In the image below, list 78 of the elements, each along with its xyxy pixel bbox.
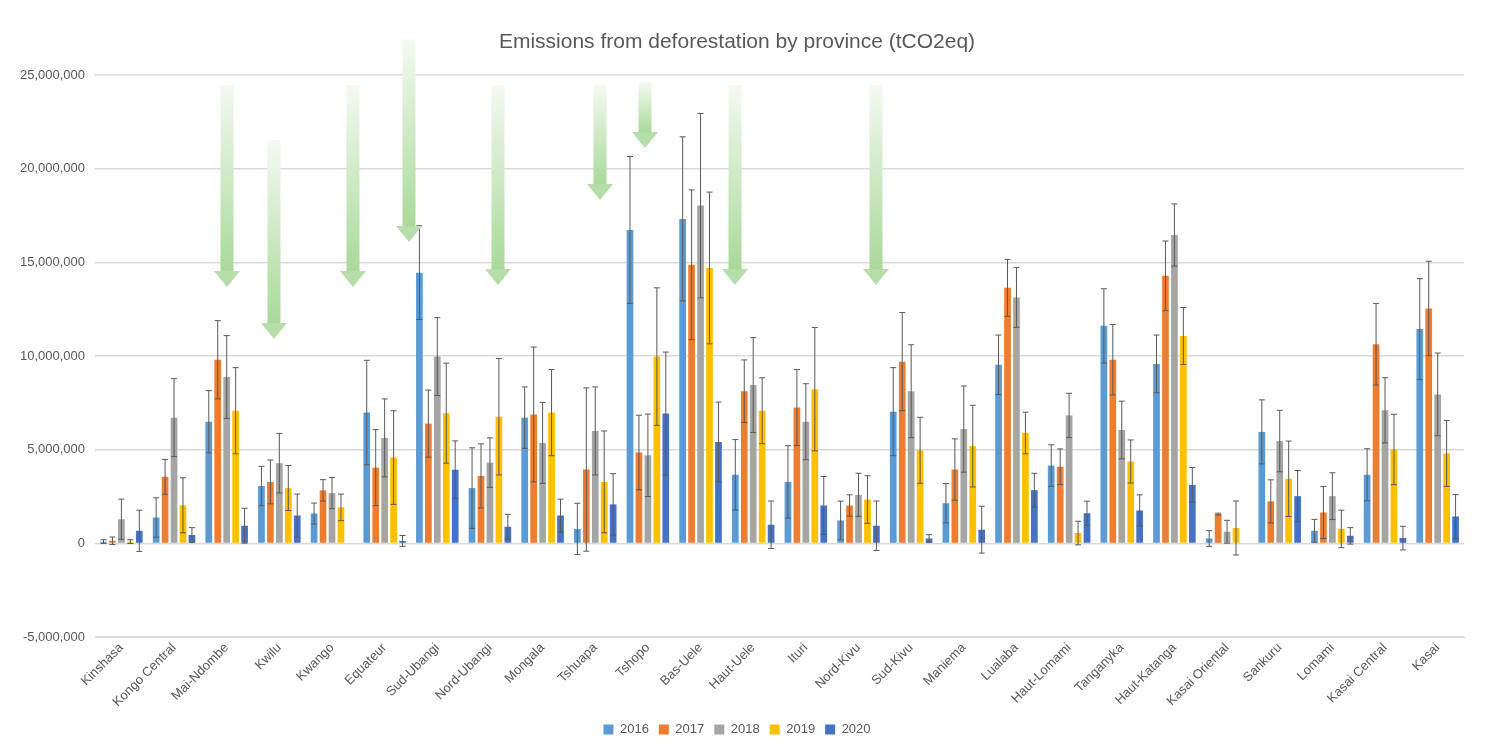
bar: [1171, 235, 1178, 543]
bar: [591, 430, 599, 543]
bar: [1276, 441, 1284, 543]
bar: [1425, 308, 1433, 543]
bar: [697, 205, 704, 543]
bar: [1022, 433, 1029, 543]
chart-title: Emissions from deforestation by province (tCO2eq): [498, 29, 976, 53]
bar: [1127, 461, 1135, 543]
bar: [679, 218, 687, 543]
bar: [1013, 297, 1020, 543]
bar: [1056, 466, 1064, 543]
bar: [424, 423, 432, 543]
bar: [381, 437, 388, 543]
bar: [960, 429, 968, 543]
bar: [846, 505, 853, 543]
legend-label: 2020: [841, 721, 871, 737]
bar: [811, 389, 819, 543]
bar: [1188, 484, 1196, 543]
bar: [548, 412, 555, 543]
x-tick-label: Ituri: [784, 639, 811, 666]
bar: [706, 267, 713, 543]
bar: [275, 463, 283, 543]
bar: [1434, 394, 1442, 543]
bar: [749, 385, 757, 543]
bar: [416, 272, 423, 543]
bar: [372, 467, 380, 543]
bar: [521, 417, 529, 543]
bar: [740, 391, 748, 543]
bar: [731, 474, 739, 543]
legend-label: 2017: [675, 721, 705, 737]
bar: [1004, 287, 1011, 543]
bar: [889, 411, 897, 543]
bar: [907, 391, 915, 543]
bar: [715, 442, 722, 543]
bar: [223, 377, 231, 543]
bar: [284, 488, 292, 543]
bar: [758, 410, 766, 543]
bar: [662, 413, 670, 543]
bar: [363, 412, 371, 543]
bar: [1162, 275, 1169, 543]
bar: [855, 494, 862, 543]
bar: [1047, 465, 1055, 543]
bar: [433, 356, 441, 543]
bar: [1109, 359, 1117, 543]
bar: [258, 486, 265, 543]
bar: [898, 361, 906, 543]
legend-label: 2018: [730, 721, 760, 737]
bar: [1118, 430, 1126, 543]
y-tick-label: 5,000,000: [27, 441, 86, 457]
bar: [390, 457, 397, 543]
y-tick-label: 25,000,000: [19, 66, 86, 82]
bar: [995, 364, 1002, 543]
bar: [442, 413, 450, 543]
y-tick-label: -5,000,000: [22, 628, 86, 644]
y-tick-label: 15,000,000: [19, 254, 86, 270]
bar: [969, 446, 977, 543]
bar: [1443, 453, 1450, 543]
bar: [1329, 496, 1336, 543]
y-tick-label: 0: [77, 535, 86, 551]
bar: [214, 359, 222, 543]
bar: [451, 469, 459, 543]
bar: [539, 442, 546, 543]
bar: [267, 481, 274, 543]
legend-label: 2019: [786, 721, 816, 737]
bar: [530, 414, 538, 543]
y-tick-label: 10,000,000: [19, 347, 86, 363]
bar: [1153, 363, 1160, 543]
bar: [1031, 490, 1038, 543]
bar: [1294, 496, 1301, 543]
bar: [232, 410, 239, 543]
bar: [1258, 431, 1266, 543]
y-tick-label: 20,000,000: [19, 160, 86, 176]
bar: [205, 421, 213, 543]
bar: [688, 264, 695, 543]
bar: [864, 499, 871, 543]
bar: [1180, 335, 1187, 543]
legend-label: 2016: [619, 721, 649, 737]
bar: [1416, 329, 1424, 543]
